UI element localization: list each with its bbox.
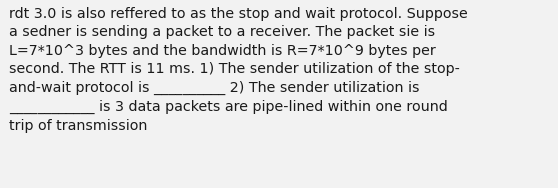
Text: rdt 3.0 is also reffered to as the stop and wait protocol. Suppose
a sedner is s: rdt 3.0 is also reffered to as the stop … <box>9 7 468 133</box>
